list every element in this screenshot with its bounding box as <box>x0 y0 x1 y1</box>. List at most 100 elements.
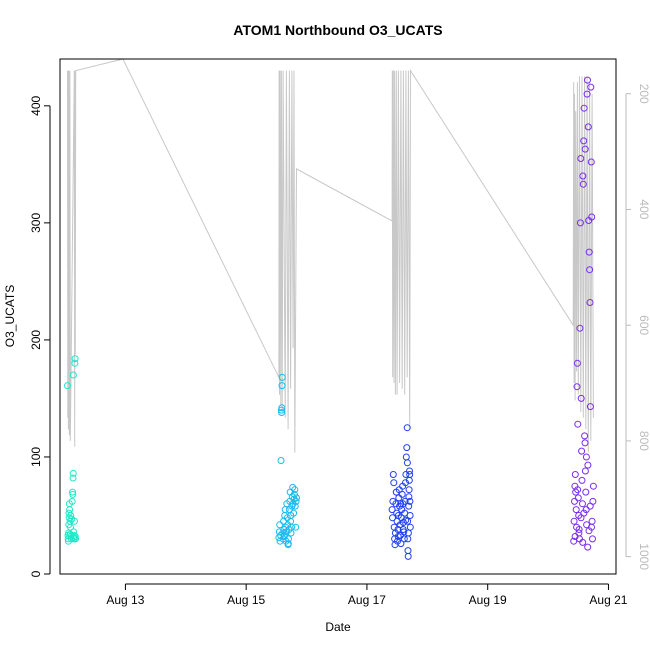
data-point-flight-4 <box>579 180 587 188</box>
data-point-flight-4 <box>588 517 596 525</box>
data-point-flight-2 <box>289 483 297 491</box>
data-point-flight-3 <box>397 500 405 508</box>
data-point-flight-2 <box>292 497 300 505</box>
data-point-flight-4 <box>588 213 596 221</box>
data-point-flight-4 <box>576 219 584 227</box>
data-point-flight-1 <box>69 371 77 379</box>
data-point-flight-3 <box>399 526 407 533</box>
chart-title: ATOM1 Northbound O3_UCATS <box>233 22 442 38</box>
data-point-flight-3 <box>388 506 396 514</box>
data-point-flight-4 <box>575 526 583 533</box>
data-point-flight-4 <box>580 104 588 112</box>
y-tick-label: 400 <box>29 95 43 115</box>
data-point-flight-4 <box>582 453 590 461</box>
data-point-flight-2 <box>277 457 285 464</box>
data-point-flight-2 <box>293 494 300 502</box>
data-point-flight-4 <box>580 137 588 145</box>
data-point-flight-4 <box>579 172 587 180</box>
data-point-flight-4 <box>586 403 594 411</box>
data-point-flight-1 <box>70 531 78 539</box>
data-point-flight-3 <box>405 502 413 510</box>
x-axis-label: Date <box>325 620 351 634</box>
data-point-flight-4 <box>586 299 594 306</box>
data-point-flight-4 <box>577 394 585 402</box>
data-point-flight-1 <box>68 497 76 505</box>
data-point-flight-4 <box>571 497 578 505</box>
data-point-flight-3 <box>404 552 412 560</box>
data-point-flight-3 <box>395 494 403 502</box>
data-point-flight-2 <box>285 535 292 543</box>
data-point-flight-1 <box>71 359 79 367</box>
data-point-flight-3 <box>406 467 413 475</box>
data-point-flight-3 <box>405 486 413 494</box>
data-point-flight-4 <box>579 500 586 508</box>
data-point-flight-4 <box>587 83 595 91</box>
data-point-flight-1 <box>66 506 74 514</box>
data-point-flight-3 <box>402 471 410 478</box>
data-point-flight-3 <box>406 497 414 505</box>
y-tick-label: 300 <box>29 213 43 233</box>
data-point-flight-4 <box>584 543 592 551</box>
data-point-flight-3 <box>392 500 400 508</box>
data-point-flight-1 <box>69 474 77 482</box>
data-point-flight-4 <box>584 123 592 131</box>
data-point-flight-3 <box>406 471 414 478</box>
data-point-flight-4 <box>571 533 579 540</box>
data-point-flight-2 <box>292 523 300 531</box>
data-point-flight-4 <box>573 359 581 367</box>
data-point-flight-4 <box>577 155 585 162</box>
y-tick-label: 200 <box>29 330 43 350</box>
data-point-flight-2 <box>278 373 286 381</box>
x-tick-label: Aug 13 <box>106 593 144 607</box>
data-point-flight-4 <box>583 90 591 98</box>
data-point-flight-4 <box>570 537 578 545</box>
data-point-flight-4 <box>574 486 582 494</box>
data-point-flight-2 <box>290 490 298 498</box>
data-point-flight-4 <box>582 506 590 514</box>
data-point-flight-4 <box>581 432 589 440</box>
data-point-flight-4 <box>589 535 596 543</box>
data-point-flight-1 <box>64 382 71 390</box>
data-point-flight-2 <box>291 486 299 494</box>
data-point-flight-4 <box>579 538 587 546</box>
data-point-flight-4 <box>573 383 581 391</box>
x-tick-label: Aug 17 <box>348 593 386 607</box>
data-point-flight-3 <box>399 519 407 526</box>
y-axis-label: O3_UCATS <box>3 285 17 347</box>
data-point-flight-1 <box>72 535 79 543</box>
y2-tick-label: 600 <box>637 315 650 335</box>
data-point-flight-2 <box>287 512 295 519</box>
data-point-flight-1 <box>66 530 74 538</box>
data-point-flight-4 <box>574 420 582 428</box>
data-point-flight-4 <box>580 509 588 517</box>
data-point-flight-1 <box>67 523 74 531</box>
plot-frame <box>59 58 617 575</box>
data-point-flight-1 <box>71 355 79 363</box>
data-point-flight-3 <box>403 444 411 452</box>
data-point-flight-3 <box>406 523 414 531</box>
data-point-flight-3 <box>394 533 402 540</box>
data-point-flight-4 <box>581 467 589 475</box>
data-point-flight-2 <box>276 521 284 529</box>
data-point-flight-4 <box>576 324 584 332</box>
x-tick-label: Aug 21 <box>589 593 627 607</box>
pressure-trace <box>67 58 594 453</box>
data-point-flight-2 <box>284 540 292 548</box>
data-point-flight-1 <box>69 469 77 477</box>
pressure-line <box>67 58 594 453</box>
data-point-flight-3 <box>403 424 411 432</box>
data-point-flight-4 <box>585 248 593 256</box>
data-point-flight-4 <box>578 476 586 484</box>
data-point-flight-3 <box>402 453 410 461</box>
data-point-flight-3 <box>405 493 413 501</box>
data-point-flight-3 <box>390 479 398 487</box>
data-point-flight-4 <box>586 502 594 510</box>
data-point-flight-3 <box>402 516 410 524</box>
data-point-flight-3 <box>397 540 405 548</box>
data-point-flight-1 <box>69 490 77 498</box>
y2-tick-label: 400 <box>637 199 650 219</box>
data-point-flight-3 <box>398 490 406 498</box>
data-point-flight-1 <box>67 512 75 519</box>
data-point-flight-3 <box>400 535 408 543</box>
